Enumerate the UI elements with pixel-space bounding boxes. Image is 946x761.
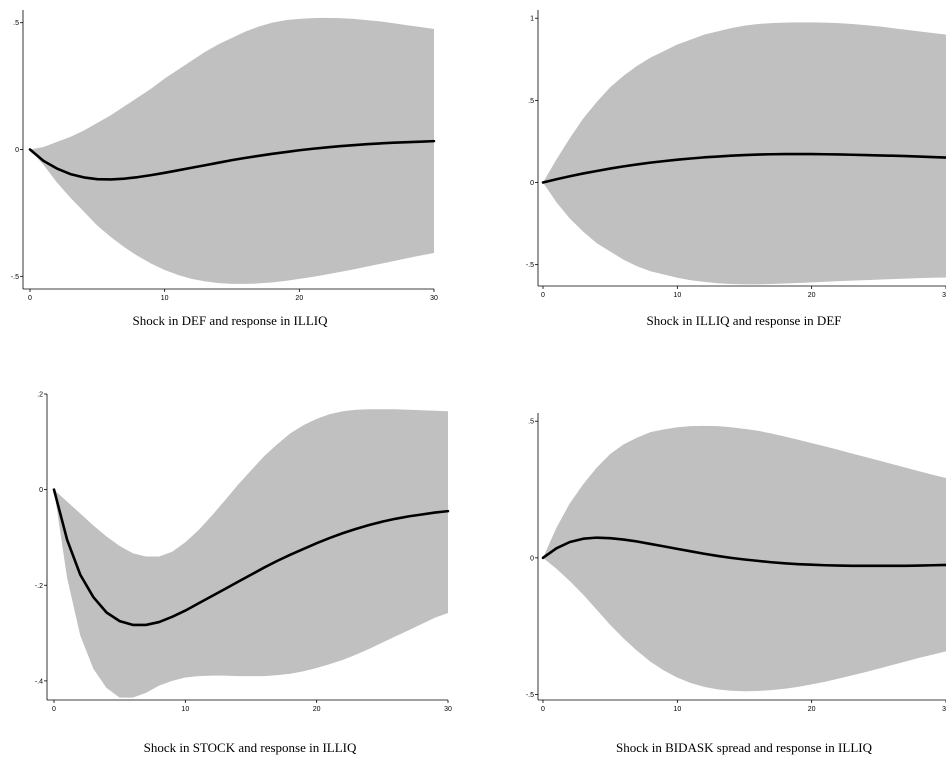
y-tick-label: -.5 xyxy=(526,692,534,699)
x-tick-label: 0 xyxy=(52,706,56,713)
y-tick-label: 0 xyxy=(530,180,534,187)
panel-caption: Shock in STOCK and response in ILLIQ xyxy=(144,740,357,755)
panel-1: -.5 0 .5 0 10 20 30 Shock in DEF and response i… xyxy=(11,10,438,328)
response-line xyxy=(28,139,436,181)
panel-3: -.4 -.2 0 .2 0 10 20 30 Shock in STOCK and respo… xyxy=(35,392,452,756)
x-tick-label: 10 xyxy=(673,292,681,299)
confidence-band xyxy=(543,22,946,285)
x-tick-label: 20 xyxy=(808,706,816,713)
panel-caption: Shock in BIDASK spread and response in I… xyxy=(616,740,873,755)
panel-caption: Shock in DEF and response in ILLIQ xyxy=(133,313,329,328)
x-tick-label: 20 xyxy=(295,295,303,302)
y-tick-label: 0 xyxy=(530,555,534,562)
response-line xyxy=(52,488,450,627)
x-tick-label: 10 xyxy=(181,706,189,713)
x-tick-label: 20 xyxy=(313,706,321,713)
panel-2: -.50.510102030Shock in ILLIQ and respons… xyxy=(526,10,946,328)
x-tick-label: 0 xyxy=(541,292,545,299)
x-tick-label: 0 xyxy=(28,295,32,302)
y-tick-label: -.2 xyxy=(35,583,43,590)
confidence-band xyxy=(30,17,434,284)
response-line xyxy=(541,536,946,568)
y-tick-label: .2 xyxy=(37,392,43,399)
y-tick-label: .5 xyxy=(528,419,534,426)
x-tick-label: 10 xyxy=(673,706,681,713)
panel-caption: Shock in ILLIQ and response in DEF xyxy=(647,313,842,328)
x-tick-label: 30 xyxy=(942,292,946,299)
x-tick-label: 20 xyxy=(808,292,816,299)
x-tick-label: 30 xyxy=(430,295,438,302)
y-tick-label: -.5 xyxy=(526,262,534,269)
x-tick-label: 10 xyxy=(161,295,169,302)
y-tick-label: 0 xyxy=(15,147,19,154)
y-tick-label: -.4 xyxy=(35,678,43,685)
panel-4: -.5 0 .5 0 10 20 30 Shock in BIDASK spread and … xyxy=(526,413,946,755)
y-tick-label: -.5 xyxy=(11,274,19,281)
response-line xyxy=(541,152,946,184)
y-tick-label: 0 xyxy=(39,487,43,494)
y-tick-label: .5 xyxy=(528,98,534,105)
x-tick-label: 30 xyxy=(444,706,452,713)
x-tick-label: 30 xyxy=(942,706,946,713)
x-tick-label: 0 xyxy=(541,706,545,713)
confidence-band xyxy=(54,409,448,698)
y-tick-label: .5 xyxy=(13,20,19,27)
y-tick-label: 1 xyxy=(530,16,534,23)
